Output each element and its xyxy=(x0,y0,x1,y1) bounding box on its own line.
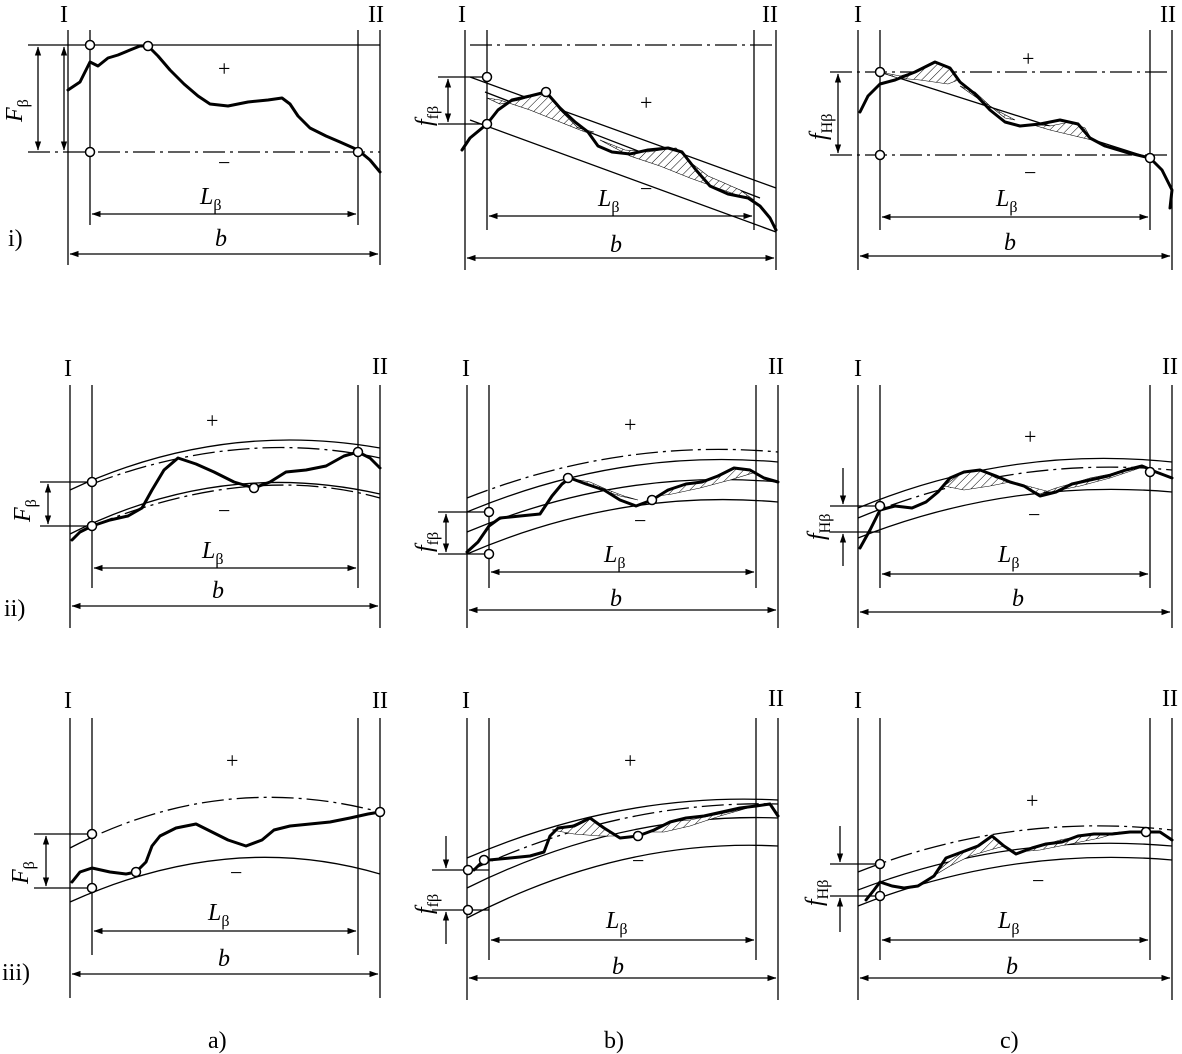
L-beta-label: Lβ xyxy=(207,900,230,930)
F-beta-label: Fβ xyxy=(10,499,40,523)
minus-sign: − xyxy=(218,150,230,175)
minus-sign: − xyxy=(230,860,242,885)
b-label: b xyxy=(212,578,224,604)
b-label: b xyxy=(612,954,624,980)
section-I-label: I xyxy=(60,2,68,28)
minus-sign: − xyxy=(632,848,644,873)
column-label-a: a) xyxy=(208,1028,227,1054)
panel-ii-c: I II + − Lβ b fHβ xyxy=(804,354,1178,628)
section-II-label: II xyxy=(372,354,388,380)
b-label: b xyxy=(1012,586,1024,612)
L-beta-label: Lβ xyxy=(605,908,628,938)
L-beta-label: Lβ xyxy=(603,542,626,572)
plus-sign: + xyxy=(1026,788,1038,813)
minus-sign: − xyxy=(1028,502,1040,527)
section-I-label: I xyxy=(458,2,466,28)
section-II-label: II xyxy=(762,2,778,28)
panel-i-b: I II + − Lβ b ffβ xyxy=(412,2,778,270)
b-label: b xyxy=(1004,230,1016,256)
plus-sign: + xyxy=(218,56,230,81)
section-II-label: II xyxy=(368,2,384,28)
b-label: b xyxy=(218,946,230,972)
minus-sign: − xyxy=(1024,160,1036,185)
b-label: b xyxy=(610,586,622,612)
section-II-label: II xyxy=(1162,354,1178,380)
panel-ii-a: I II + − Lβ b Fβ xyxy=(10,354,388,628)
plus-sign: + xyxy=(624,412,636,437)
b-label: b xyxy=(610,232,622,258)
row-label-i: i) xyxy=(8,226,23,252)
plus-sign: + xyxy=(624,748,636,773)
minus-sign: − xyxy=(634,508,646,533)
column-label-b: b) xyxy=(604,1028,624,1054)
f-H-beta-label: fHβ xyxy=(806,114,836,140)
section-I-label: I xyxy=(462,356,470,382)
section-II-label: II xyxy=(1160,2,1176,28)
f-f-beta-label: ffβ xyxy=(412,894,442,914)
panel-i-c: I II + − Lβ b fHβ xyxy=(806,2,1176,270)
f-H-beta-label: fHβ xyxy=(804,514,834,540)
panel-ii-b: I II + − Lβ b ffβ xyxy=(412,354,784,628)
plus-sign: + xyxy=(640,90,652,115)
section-I-label: I xyxy=(64,356,72,382)
section-I-label: I xyxy=(854,2,862,28)
L-beta-label: Lβ xyxy=(997,908,1020,938)
minus-sign: − xyxy=(1032,868,1044,893)
F-beta-label: Fβ xyxy=(2,99,32,123)
L-beta-label: Lβ xyxy=(597,186,620,216)
section-II-label: II xyxy=(768,354,784,380)
row-label-iii: iii) xyxy=(2,960,30,986)
b-label: b xyxy=(215,226,227,252)
f-H-beta-label: fHβ xyxy=(802,880,832,906)
f-f-beta-label: ffβ xyxy=(412,106,442,126)
row-label-ii: ii) xyxy=(4,596,25,622)
minus-sign: − xyxy=(640,176,652,201)
plus-sign: + xyxy=(206,408,218,433)
section-II-label: II xyxy=(372,688,388,714)
section-I-label: I xyxy=(462,688,470,714)
panel-iii-b: I II + − Lβ b ffβ xyxy=(412,686,784,1000)
minus-sign: − xyxy=(218,498,230,523)
plus-sign: + xyxy=(226,748,238,773)
panel-iii-c: I II + − Lβ b fHβ xyxy=(802,686,1178,1000)
panel-i-a: I II + − Lβ b Fβ xyxy=(2,2,384,265)
column-label-c: c) xyxy=(1000,1028,1019,1054)
b-label: b xyxy=(1006,954,1018,980)
section-II-label: II xyxy=(768,686,784,712)
f-f-beta-label: ffβ xyxy=(412,532,442,552)
plus-sign: + xyxy=(1022,46,1034,71)
section-I-label: I xyxy=(854,356,862,382)
L-beta-label: Lβ xyxy=(199,184,222,214)
F-beta-label: Fβ xyxy=(8,861,38,885)
L-beta-label: Lβ xyxy=(997,542,1020,572)
L-beta-label: Lβ xyxy=(201,538,224,568)
section-II-label: II xyxy=(1162,686,1178,712)
section-I-label: I xyxy=(854,688,862,714)
panel-iii-a: I II + − Lβ b Fβ xyxy=(8,688,388,998)
plus-sign: + xyxy=(1024,424,1036,449)
L-beta-label: Lβ xyxy=(995,186,1018,216)
section-I-label: I xyxy=(64,688,72,714)
